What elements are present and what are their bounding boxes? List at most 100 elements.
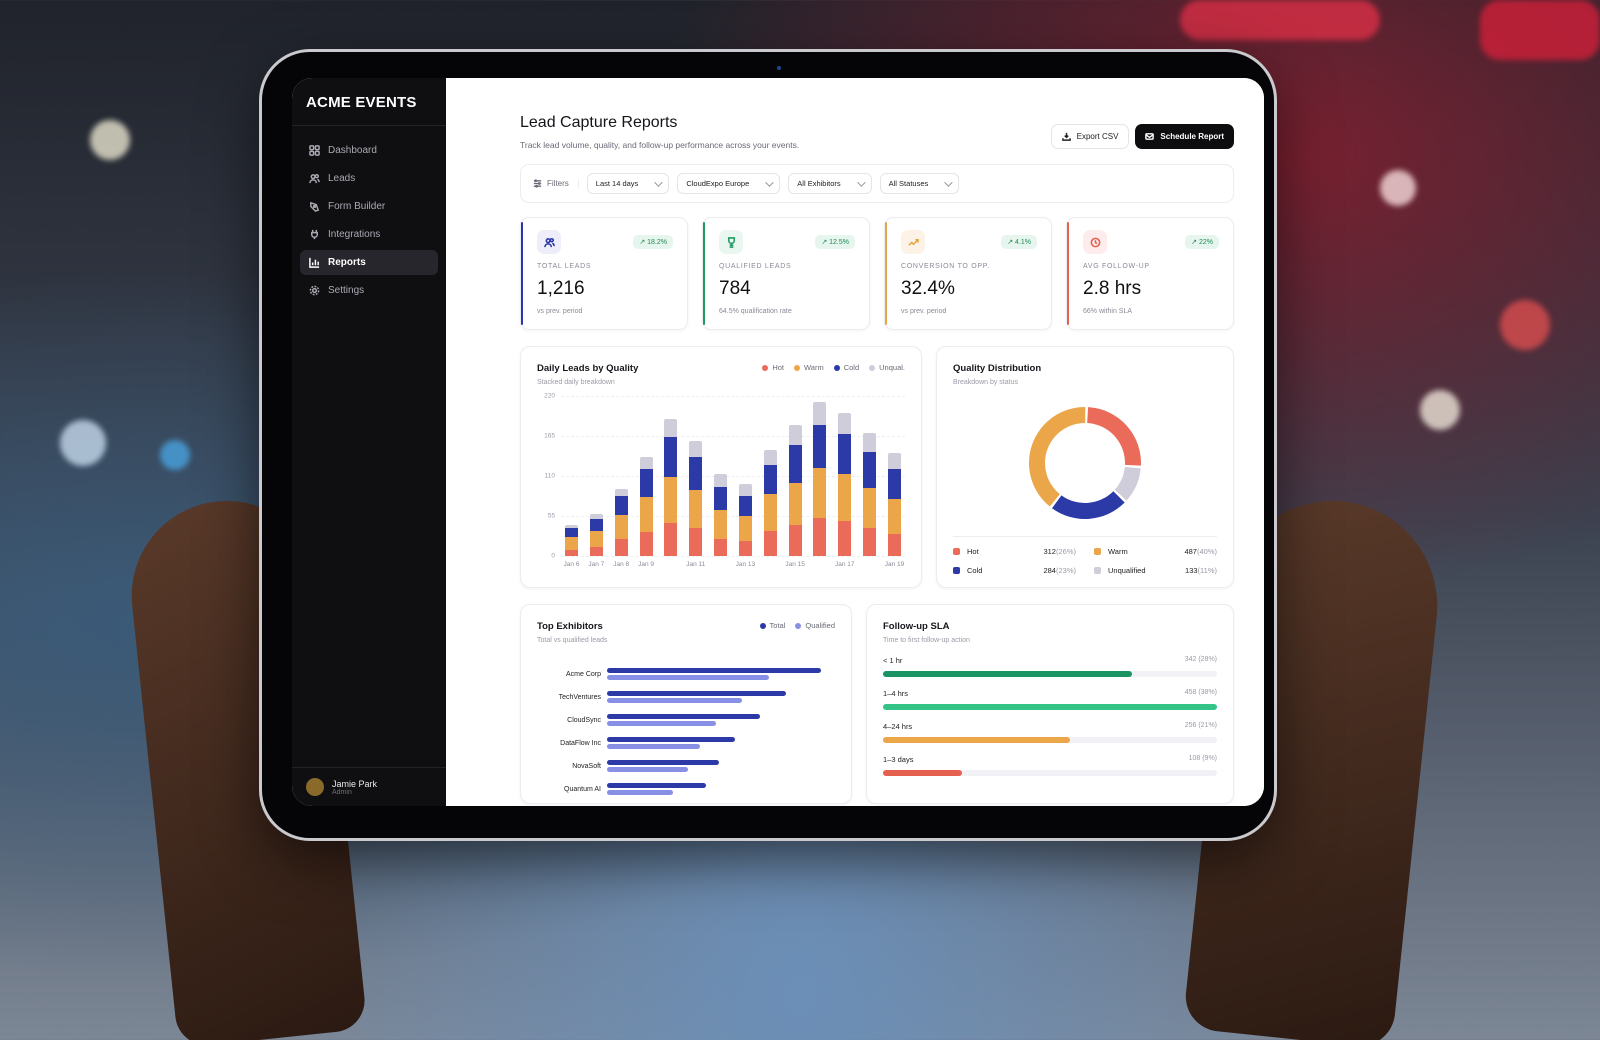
stacked-bar[interactable]: [838, 412, 852, 556]
donut-slice-hot[interactable]: [1087, 407, 1141, 466]
status-select[interactable]: All Statuses: [879, 173, 960, 194]
kpi-value: 784: [719, 278, 751, 299]
legend-dot: [833, 364, 840, 371]
exhibitor-row[interactable]: DataFlow Inc: [537, 735, 835, 751]
header-actions: Export CSV Schedule Report: [1050, 124, 1234, 149]
exhibitor-row[interactable]: Quantum AI: [537, 781, 835, 797]
bar-segment-warm: [863, 487, 877, 529]
stacked-bar[interactable]: [664, 418, 678, 556]
stacked-bar[interactable]: [589, 513, 603, 556]
export-csv-button[interactable]: Export CSV: [1050, 124, 1130, 149]
main-content: Lead Capture Reports Track lead volume, …: [446, 78, 1264, 806]
chevron-down-icon: [654, 177, 663, 187]
x-axis-tick: Jan 9: [638, 561, 654, 568]
grid-line: [561, 476, 905, 477]
legend-label: Qualified: [805, 621, 835, 630]
bar-segment-cold: [838, 433, 852, 474]
legend-label: Warm: [803, 363, 824, 372]
legend-swatch: [953, 567, 960, 574]
card-title: Quality Distribution: [953, 363, 1042, 374]
charts-row-1: Daily Leads by Quality Stacked daily bre…: [520, 346, 1234, 588]
card-subtitle: Time to first follow-up action: [883, 637, 970, 644]
stacked-bar[interactable]: [887, 452, 901, 556]
bar-segment-cold: [689, 457, 703, 490]
camera-icon: [777, 66, 781, 70]
bar-segment-hot: [664, 522, 678, 556]
stacked-bar[interactable]: [714, 473, 728, 556]
bar-segment-unqual: [664, 418, 678, 438]
total-bar: [607, 737, 735, 742]
legend-percent: (26%): [1055, 547, 1076, 556]
pen-tool-icon: [310, 201, 320, 212]
kpi-icon-badge: [537, 230, 561, 254]
sidebar-item-dashboard[interactable]: Dashboard: [300, 138, 438, 163]
exhibitor-name: DataFlow Inc: [560, 739, 601, 747]
download-icon: [1061, 132, 1071, 141]
qualified-bar: [607, 721, 717, 726]
bar-segment-unqual: [813, 401, 827, 426]
user-profile[interactable]: Jamie Park Admin: [292, 767, 446, 806]
exhibitor-select[interactable]: All Exhibitors: [788, 173, 872, 194]
background-bokeh: [1420, 390, 1460, 430]
stacked-bar[interactable]: [788, 425, 802, 556]
exhibitor-row[interactable]: TechVentures: [537, 689, 835, 705]
legend-item: Warm 487 (40%): [1094, 547, 1217, 556]
legend-swatch: [1094, 548, 1101, 555]
sla-label: 1–4 hrs: [883, 689, 909, 698]
sidebar-nav: Dashboard Leads Form Builder Integration…: [292, 126, 446, 318]
exhibitor-row[interactable]: NovaSoft: [537, 758, 835, 774]
donut-slice-cold[interactable]: [1051, 491, 1125, 519]
sidebar-item-form-builder[interactable]: Form Builder: [300, 194, 438, 219]
event-select[interactable]: CloudExpo Europe: [677, 173, 781, 194]
bar-segment-unqual: [838, 412, 852, 434]
legend-item: Qualified: [795, 621, 835, 630]
sla-progress-bar: [883, 671, 1133, 677]
sidebar-item-leads[interactable]: Leads: [300, 166, 438, 191]
plug-icon: [311, 229, 318, 240]
sidebar-item-reports[interactable]: Reports: [300, 250, 438, 275]
date-range-select[interactable]: Last 14 days: [586, 173, 670, 194]
export-csv-label: Export CSV: [1076, 132, 1119, 141]
donut-slice-warm[interactable]: [1029, 407, 1086, 507]
sidebar-item-label: Dashboard: [328, 145, 377, 156]
bars-container: [565, 396, 901, 556]
bar-segment-unqual: [788, 425, 802, 445]
card-subtitle: Total vs qualified leads: [537, 637, 608, 644]
sidebar-item-label: Leads: [328, 173, 356, 184]
sidebar-item-integrations[interactable]: Integrations: [300, 222, 438, 247]
stacked-bar[interactable]: [738, 484, 752, 556]
x-axis-tick: Jan 6: [563, 561, 580, 568]
bar-segment-cold: [664, 437, 678, 478]
grid-line: [561, 436, 905, 437]
stacked-bar[interactable]: [863, 433, 877, 556]
bar-segment-hot: [565, 550, 578, 556]
exhibitor-row[interactable]: Acme Corp: [537, 666, 835, 682]
bar-segment-warm: [714, 510, 728, 539]
schedule-report-button[interactable]: Schedule Report: [1135, 124, 1234, 149]
stacked-bar[interactable]: [689, 441, 703, 556]
quality-distribution-card: Quality Distribution Breakdown by status…: [936, 346, 1234, 588]
stacked-bar[interactable]: [614, 489, 628, 556]
grid-line: [561, 556, 905, 557]
stacked-bar[interactable]: [639, 457, 653, 556]
legend-percent: (40%): [1196, 547, 1217, 556]
sla-row: 1–4 hrs 458 (38%): [883, 689, 1217, 710]
legend-item: Cold: [833, 363, 859, 372]
page-header: Lead Capture Reports Track lead volume, …: [520, 114, 1234, 150]
donut-chart: [953, 404, 1217, 522]
sidebar-item-settings[interactable]: Settings: [300, 278, 438, 303]
stacked-bar[interactable]: [565, 525, 578, 556]
legend-value: 312: [1043, 547, 1056, 556]
sla-track: [883, 737, 1217, 743]
horizontal-bar-chart: Acme Corp TechVentures CloudSync DataFlo…: [537, 666, 835, 797]
bar-segment-warm: [589, 531, 603, 548]
exhibitor-row[interactable]: CloudSync: [537, 712, 835, 728]
legend-item: Total: [759, 621, 785, 630]
stacked-bar[interactable]: [763, 449, 777, 556]
donut-slice-unqualified[interactable]: [1114, 466, 1141, 501]
legend-item: Hot: [762, 363, 784, 372]
qualified-bar: [607, 675, 769, 680]
delta-badge: ↗ 12.5%: [815, 235, 855, 249]
stacked-bar[interactable]: [813, 401, 827, 556]
legend-label: Unqual.: [879, 363, 905, 372]
